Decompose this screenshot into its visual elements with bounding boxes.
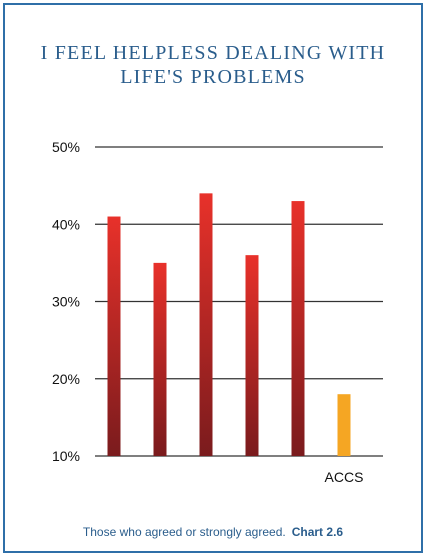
y-tick-label: 30% bbox=[52, 294, 80, 310]
chart-title: I FEEL HELPLESS DEALING WITH LIFE'S PROB… bbox=[5, 41, 421, 89]
chart-title-line-2: LIFE'S PROBLEMS bbox=[120, 66, 306, 88]
bar bbox=[245, 255, 259, 456]
bar bbox=[291, 201, 305, 456]
bar bbox=[199, 193, 213, 456]
y-tick-label: 40% bbox=[52, 216, 80, 232]
bar bbox=[153, 262, 167, 456]
footnote-text: Those who agreed or strongly agreed. bbox=[82, 525, 286, 539]
y-tick-label: 10% bbox=[52, 448, 80, 464]
y-tick-label: 20% bbox=[52, 371, 80, 387]
footnote: Those who agreed or strongly agreed. Char… bbox=[5, 525, 421, 539]
chart-frame: I FEEL HELPLESS DEALING WITH LIFE'S PROB… bbox=[3, 3, 423, 553]
chart-number-label: Chart 2.6 bbox=[291, 525, 344, 539]
bar bbox=[107, 216, 121, 456]
x-tick-label: ACCS bbox=[325, 469, 364, 485]
chart-title-line-1: I FEEL HELPLESS DEALING WITH bbox=[40, 42, 386, 64]
y-tick-label: 50% bbox=[52, 139, 80, 155]
bar-chart: 50% 40% 30% 20% 10% ACCS bbox=[52, 139, 383, 485]
bar-accs bbox=[337, 394, 351, 456]
